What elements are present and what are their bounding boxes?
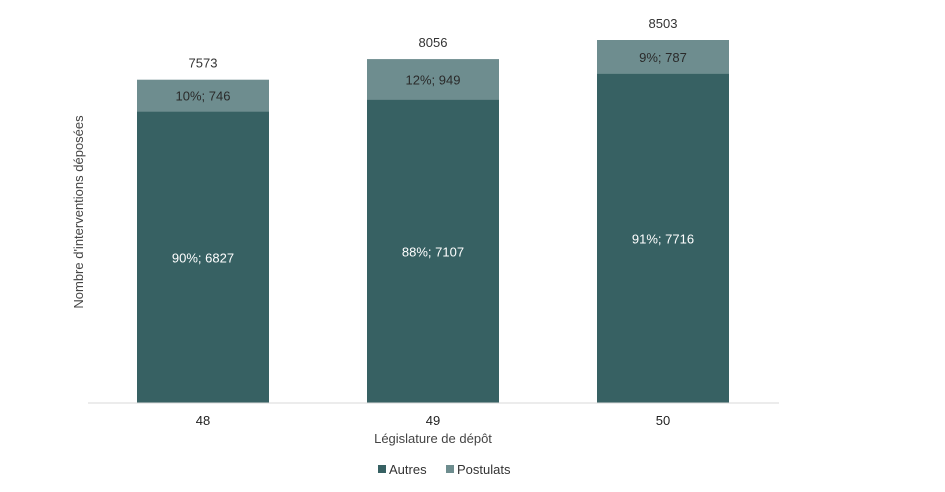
data-label-postulats-48: 10%; 746 <box>176 89 231 104</box>
bars-group: 90%; 6827 10%; 746 7573 88%; 7107 12%; 949 80… <box>137 16 729 404</box>
data-label-autres-48: 90%; 6827 <box>172 250 234 265</box>
legend-label-autres: Autres <box>389 462 427 477</box>
bar-autres-48 <box>137 111 269 403</box>
legend-label-postulats: Postulats <box>457 462 511 477</box>
y-axis-title: Nombre d'interventions déposées <box>71 115 86 309</box>
total-label-50: 8503 <box>649 16 678 31</box>
bar-autres-49 <box>367 99 499 403</box>
data-label-postulats-49: 12%; 949 <box>406 72 461 87</box>
bar-autres-50 <box>597 73 729 404</box>
bar-postulats-50 <box>597 40 729 74</box>
x-tick-48: 48 <box>196 413 210 428</box>
legend: Autres Postulats <box>378 462 511 477</box>
data-label-autres-49: 88%; 7107 <box>402 244 464 259</box>
legend-swatch-autres <box>378 465 386 473</box>
x-axis-title: Législature de dépôt <box>374 431 492 446</box>
x-tick-labels: 48 49 50 <box>196 413 670 428</box>
legend-swatch-postulats <box>446 465 454 473</box>
data-label-postulats-50: 9%; 787 <box>639 50 687 65</box>
x-tick-49: 49 <box>426 413 440 428</box>
data-label-autres-50: 91%; 7716 <box>632 231 694 246</box>
total-label-49: 8056 <box>419 35 448 50</box>
bar-postulats-49 <box>367 59 499 100</box>
total-label-48: 7573 <box>189 56 218 71</box>
bar-postulats-48 <box>137 79 269 112</box>
x-tick-50: 50 <box>656 413 670 428</box>
